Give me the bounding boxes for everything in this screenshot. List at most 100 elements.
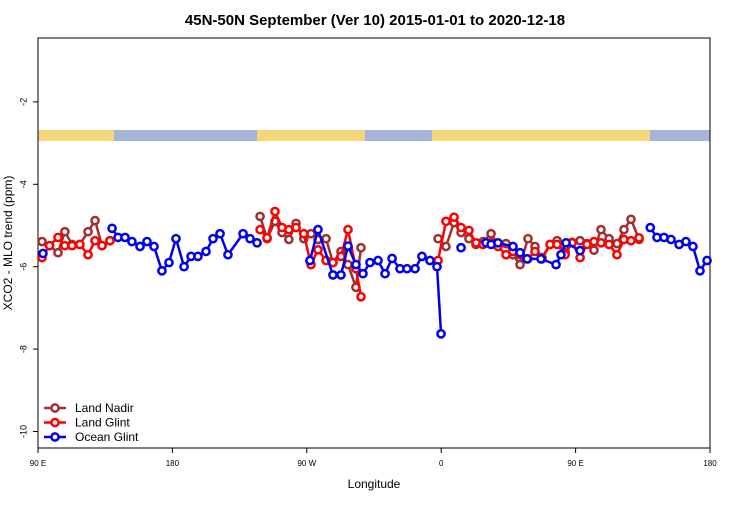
- data-point: [436, 329, 446, 339]
- data-point: [508, 241, 518, 252]
- data-point: [493, 237, 503, 248]
- land-band: [257, 130, 365, 141]
- data-point: [215, 228, 225, 239]
- land-strip: [38, 130, 710, 141]
- data-point: [37, 236, 47, 247]
- land-band: [432, 130, 650, 141]
- data-point: [596, 224, 606, 235]
- legend-label: Land Nadir: [75, 401, 134, 415]
- data-point: [596, 237, 606, 248]
- data-point: [44, 240, 55, 251]
- x-tick-label: 180: [166, 459, 180, 468]
- data-point: [486, 228, 496, 239]
- data-point: [74, 239, 85, 250]
- data-point: [107, 223, 117, 234]
- data-point: [157, 265, 167, 276]
- data-point: [556, 249, 566, 260]
- data-point: [305, 255, 315, 266]
- legend-label: Ocean Glint: [75, 430, 139, 444]
- data-point: [351, 259, 361, 270]
- data-point: [60, 226, 70, 237]
- data-point: [449, 212, 459, 223]
- data-point: [53, 232, 63, 243]
- legend-marker: [50, 403, 60, 413]
- y-tick-label: -8: [18, 345, 28, 353]
- data-point: [313, 224, 323, 235]
- data-point: [358, 268, 368, 279]
- data-point: [291, 222, 301, 233]
- data-point: [252, 237, 262, 248]
- data-point: [336, 270, 346, 280]
- data-point: [356, 291, 366, 302]
- data-point: [365, 257, 375, 268]
- x-tick-label: 90 W: [297, 459, 316, 468]
- data-point: [328, 270, 338, 280]
- data-point: [343, 241, 353, 251]
- data-point: [522, 254, 532, 264]
- data-point: [255, 211, 265, 222]
- x-tick-label: 0: [439, 459, 444, 468]
- data-point: [612, 249, 622, 260]
- data-point: [626, 214, 636, 225]
- data-point: [90, 215, 100, 226]
- data-point: [90, 235, 100, 246]
- data-point: [238, 228, 248, 239]
- data-point: [523, 233, 533, 244]
- data-point: [97, 240, 107, 251]
- data-point: [626, 235, 636, 246]
- data-point: [589, 245, 599, 256]
- ocean-band: [38, 130, 710, 141]
- data-point: [432, 261, 442, 272]
- data-point: [38, 248, 48, 259]
- data-point: [681, 236, 691, 247]
- data-point: [343, 259, 353, 270]
- y-tick-label: -2: [18, 98, 28, 106]
- data-point: [208, 233, 218, 244]
- data-point: [688, 241, 698, 252]
- data-point: [120, 232, 130, 243]
- legend-marker: [50, 432, 60, 442]
- data-point: [179, 261, 189, 272]
- data-point: [270, 206, 280, 217]
- data-point: [142, 236, 152, 247]
- data-point: [83, 226, 93, 237]
- data-point: [551, 259, 561, 270]
- data-point: [313, 244, 323, 255]
- x-tick-label: 180: [703, 459, 717, 468]
- data-point: [193, 251, 203, 262]
- data-point: [149, 241, 159, 252]
- x-axis-label: Longitude: [348, 477, 401, 491]
- data-point: [387, 253, 397, 264]
- data-point: [67, 240, 77, 251]
- data-point: [284, 234, 294, 245]
- data-point: [552, 239, 562, 250]
- data-point: [135, 241, 145, 252]
- data-point: [695, 265, 705, 276]
- data-point: [343, 224, 353, 235]
- chart-title: 45N-50N September (Ver 10) 2015-01-01 to…: [185, 12, 565, 29]
- y-tick-label: -6: [18, 263, 28, 271]
- data-point: [164, 257, 174, 268]
- data-point: [171, 233, 181, 244]
- data-point: [441, 216, 451, 227]
- data-point: [356, 242, 366, 253]
- land-band: [38, 130, 114, 141]
- y-axis-label: XCO2 - MLO trend (ppm): [1, 176, 15, 311]
- data-point: [530, 246, 540, 257]
- data-point: [464, 225, 474, 236]
- data-point: [433, 233, 443, 244]
- x-tick-label: 90 E: [567, 459, 583, 468]
- data-point: [127, 236, 137, 247]
- legend-marker: [50, 417, 60, 428]
- data-point: [53, 247, 63, 258]
- data-point: [575, 245, 585, 256]
- data-point: [223, 249, 233, 260]
- data-point: [456, 242, 466, 253]
- data-point: [515, 247, 525, 258]
- data-point: [604, 239, 614, 250]
- data-point: [536, 254, 546, 264]
- data-point: [255, 224, 265, 235]
- data-point: [417, 251, 427, 262]
- data-point: [666, 234, 676, 245]
